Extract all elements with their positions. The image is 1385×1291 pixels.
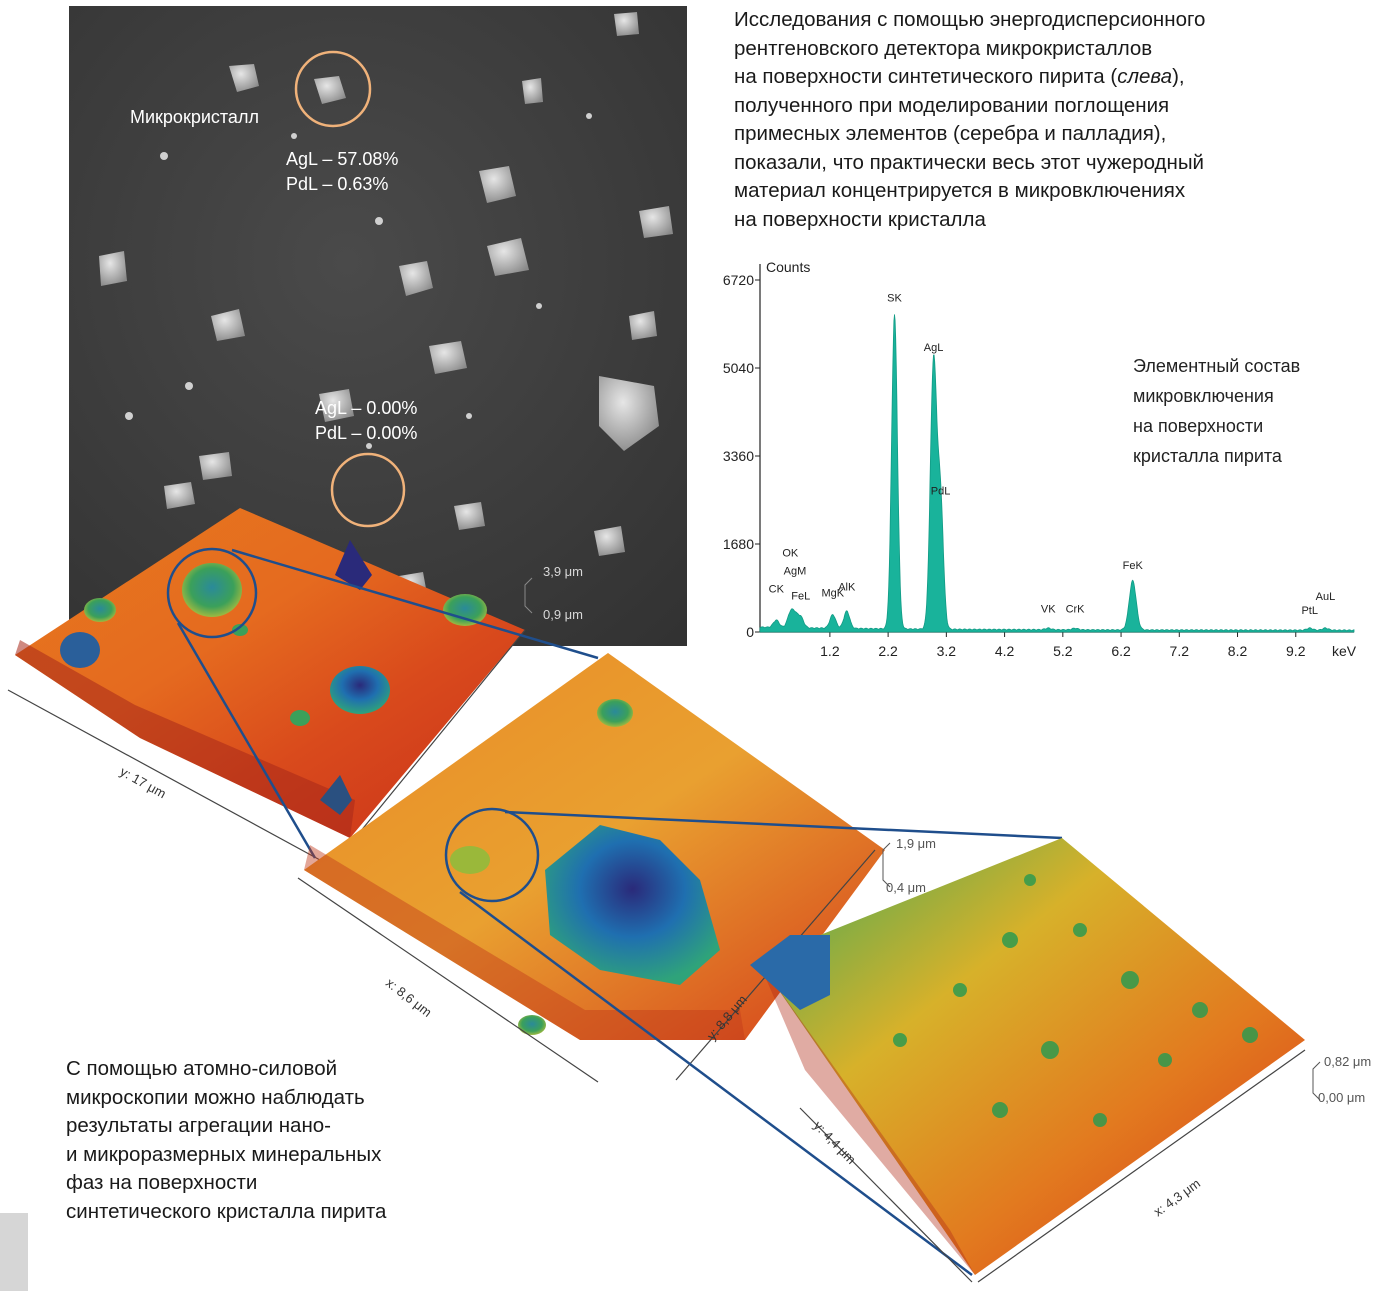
peak-label-fel: FeL — [791, 591, 810, 603]
x-tick-label-4: 5.2 — [1053, 643, 1073, 659]
bottom-paragraph: С помощью атомно-силовой микроскопии мож… — [66, 1055, 486, 1227]
peak-label-ptl: PtL — [1301, 605, 1318, 617]
afm-surface-2 — [297, 653, 885, 1083]
intro-line-4: полученного при моделировании поглощения — [734, 93, 1170, 117]
sem-micrograph: Микрокристалл AgL – 57.08% PdL – 0.63% A… — [69, 6, 687, 646]
afm1-z-top: 3,9 μm — [543, 564, 584, 579]
peak-label-pdl: PdL — [931, 485, 951, 497]
afm1-zoom-circle — [166, 547, 258, 639]
intro-line-1: Исследования с помощью энергодисперсионн… — [734, 8, 1206, 31]
x-tick-label-5: 6.2 — [1111, 643, 1131, 659]
y-tick-label-4: 6720 — [723, 272, 754, 288]
x-tick-label-2: 3.2 — [937, 643, 957, 659]
intro-paragraph: Исследования с помощью энергодисперсионн… — [734, 6, 1354, 234]
caption-line-1: Элементный состав — [1133, 356, 1301, 376]
x-tick-label-8: 9.2 — [1286, 643, 1306, 659]
eds-spectrum-chart: 0 1680 3360 5040 6720 1.2 2.2 3.2 4.2 5.2 6.2 7.2 8… — [723, 259, 1357, 659]
x-tick-label-6: 7.2 — [1170, 643, 1190, 659]
intro-line-8: на поверхности кристалла — [734, 207, 986, 231]
spectrum-caption: Элементный состав микровключения на пове… — [1133, 351, 1363, 471]
bottom-line-6: синтетического кристалла пирита — [66, 1199, 387, 1223]
peak-label-agl: AgL — [924, 342, 944, 354]
peak-label-ck: CK — [769, 584, 785, 596]
afm2-z-top: 1,9 μm — [896, 836, 937, 851]
x-axis-label: keV — [1332, 643, 1357, 659]
measure-circle-2 — [330, 452, 406, 528]
x-tick-label-1: 2.2 — [878, 643, 898, 659]
y-tick-label-0: 0 — [746, 624, 754, 640]
peak-label-alk: AlK — [838, 582, 856, 594]
peak-label-agm: AgM — [784, 565, 807, 577]
intro-line-5: примесных элементов (серебра и палладия)… — [734, 122, 1167, 145]
point2-pd: PdL – 0.00% — [315, 423, 418, 443]
afm2-zoom-circle — [444, 807, 540, 903]
peak-label-fek: FeK — [1123, 560, 1144, 572]
measure-circle-1 — [294, 50, 372, 128]
peak-label-mgk: MgK — [821, 587, 844, 599]
afm3-z-bottom: 0,00 μm — [1318, 1090, 1366, 1105]
spectrum-curve — [759, 314, 1355, 633]
caption-line-4: кристалла пирита — [1133, 446, 1282, 466]
afm-surface-1 — [7, 508, 526, 861]
y-tick-label-1: 1680 — [723, 536, 754, 552]
bottom-line-1: С помощью атомно-силовой — [66, 1057, 338, 1080]
intro-line-6: показали, что практически весь этот чуже… — [734, 150, 1205, 174]
microcrystal-label: Микрокристалл — [130, 107, 259, 127]
peak-label-aul: AuL — [1316, 591, 1336, 603]
point2-ag: AgL – 0.00% — [315, 398, 418, 418]
intro-line-3-italic: слева — [1117, 65, 1173, 88]
afm3-z-top: 0,82 μm — [1324, 1054, 1372, 1069]
afm1-z-bottom: 0,9 μm — [543, 607, 584, 622]
x-tick-label-7: 8.2 — [1228, 643, 1248, 659]
y-axis-label: Counts — [766, 259, 810, 275]
caption-line-3: на поверхности — [1133, 416, 1264, 436]
intro-line-3a: на поверхности синтетического пирита ( — [734, 65, 1118, 88]
bottom-line-4: и микроразмерных минеральных — [66, 1142, 382, 1166]
point1-pd: PdL – 0.63% — [286, 174, 389, 194]
y-tick-label-3: 5040 — [723, 360, 754, 376]
intro-line-7: материал концентрируется в микровключени… — [734, 179, 1186, 202]
intro-line-2: рентгеновского детектора микрокристаллов — [734, 36, 1153, 60]
intro-line-3b: ), — [1172, 65, 1185, 88]
x-tick-label-3: 4.2 — [995, 643, 1015, 659]
afm2-z-bottom: 0,4 μm — [886, 880, 927, 895]
caption-line-2: микровключения — [1133, 386, 1274, 406]
y-tick-label-2: 3360 — [723, 448, 754, 464]
page-edge-tab — [0, 1213, 28, 1291]
y-ticks: 0 1680 3360 5040 6720 — [723, 272, 760, 640]
peak-label-vk: VK — [1041, 603, 1056, 615]
peak-label-sk: SK — [887, 293, 902, 305]
x-ticks: 1.2 2.2 3.2 4.2 5.2 6.2 7.2 8.2 9.2 — [820, 632, 1306, 659]
point1-ag: AgL – 57.08% — [286, 149, 399, 169]
bottom-line-5: фаз на поверхности — [66, 1171, 258, 1195]
peak-label-ok: OK — [782, 547, 799, 559]
sem-image — [69, 6, 687, 646]
x-tick-label-0: 1.2 — [820, 643, 840, 659]
bottom-line-3: результаты агрегации нано- — [66, 1114, 332, 1138]
peak-label-crk: CrK — [1066, 603, 1086, 615]
bottom-line-2: микроскопии можно наблюдать — [66, 1085, 365, 1109]
afm-surface-3 — [750, 838, 1306, 1283]
